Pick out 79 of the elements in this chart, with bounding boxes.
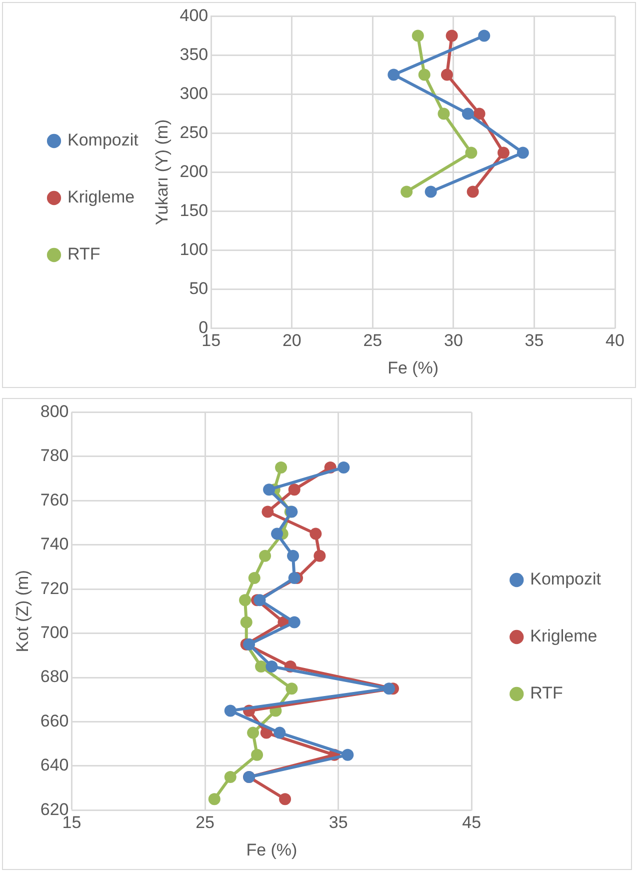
point — [286, 682, 298, 695]
point — [465, 146, 478, 159]
point — [239, 594, 252, 606]
x-tick-label: 35 — [524, 331, 544, 350]
y-tick-label: 200 — [180, 162, 208, 181]
y-tick-label: 720 — [40, 578, 69, 598]
point — [462, 108, 474, 120]
y-tick-label: 700 — [40, 623, 69, 642]
y-tick-label: 350 — [180, 44, 208, 64]
point — [498, 146, 510, 159]
point — [240, 616, 252, 628]
x-tick-label: 25 — [363, 331, 382, 350]
legend-label: Kompozit — [68, 130, 139, 150]
point — [418, 68, 430, 81]
point — [440, 68, 453, 81]
y-axis-title: Kot (Z) (m) — [12, 570, 32, 652]
point — [478, 30, 490, 42]
y-axis-title: Yukarı (Y) (m) — [152, 119, 172, 226]
legend-label: RTF — [68, 244, 100, 264]
x-tick-label: 30 — [444, 331, 463, 350]
point — [314, 550, 326, 562]
legend-label: RTF — [530, 684, 563, 703]
x-tick-label: 25 — [196, 813, 215, 832]
point — [424, 186, 437, 198]
y-tick-label: 760 — [40, 490, 69, 510]
point — [274, 726, 286, 739]
point — [247, 726, 260, 739]
point — [288, 572, 300, 584]
point — [259, 550, 272, 562]
y-tick-label: 640 — [40, 756, 69, 775]
point — [310, 528, 322, 540]
point — [288, 616, 300, 628]
y-tick-label: 740 — [40, 534, 69, 554]
point — [287, 550, 300, 562]
point — [251, 748, 264, 761]
y-tick-label: 250 — [180, 122, 208, 142]
y-tick-label: 100 — [180, 240, 208, 259]
point — [382, 682, 395, 695]
point — [248, 572, 260, 584]
point — [466, 186, 479, 198]
point — [254, 594, 266, 606]
y-tick-label: 300 — [180, 84, 208, 103]
point — [266, 660, 278, 672]
point — [224, 771, 236, 784]
point — [271, 528, 284, 540]
x-tick-label: 40 — [606, 331, 624, 350]
legend-label: Kompozit — [530, 570, 602, 589]
point — [338, 461, 350, 474]
point — [263, 484, 276, 496]
y-tick-label: 680 — [40, 667, 69, 686]
point — [279, 793, 292, 806]
point — [388, 68, 400, 81]
point — [224, 704, 236, 717]
point — [275, 461, 288, 474]
y-tick-label: 400 — [180, 6, 208, 25]
point — [208, 793, 220, 806]
point — [516, 146, 529, 159]
x-tick-label: 20 — [282, 331, 302, 350]
legend-label: Krigleme — [68, 188, 135, 207]
legend-label: Krigleme — [530, 626, 598, 646]
point — [255, 660, 268, 672]
point — [473, 108, 486, 120]
y-tick-label: 150 — [180, 200, 208, 220]
point — [446, 30, 458, 42]
point — [412, 30, 424, 42]
point — [400, 186, 413, 198]
y-tick-label: 50 — [189, 278, 208, 298]
x-axis-title: Fe (%) — [388, 358, 439, 378]
y-tick-label: 660 — [40, 711, 69, 730]
point — [262, 506, 274, 518]
point — [342, 748, 354, 761]
y-tick-label: 800 — [40, 402, 69, 421]
x-tick-label: 35 — [328, 813, 348, 832]
x-tick-label: 45 — [462, 813, 482, 832]
point — [243, 638, 256, 650]
x-axis-title: Fe (%) — [246, 840, 298, 860]
point — [438, 108, 450, 120]
point — [288, 484, 300, 496]
y-tick-label: 780 — [40, 446, 69, 466]
